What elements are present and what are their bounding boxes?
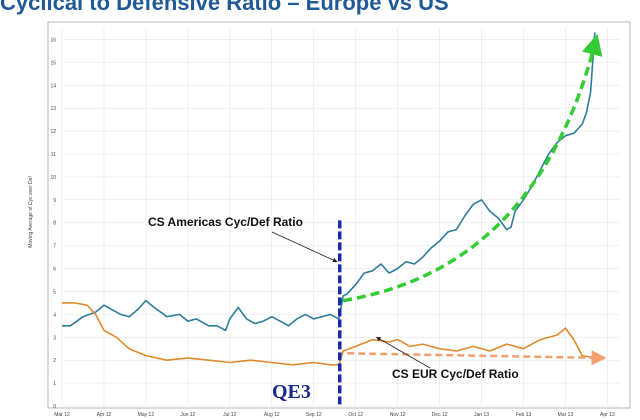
y-tick-label: 11 (51, 152, 56, 158)
x-tick-label: Feb 13 (516, 412, 532, 418)
x-tick-label: Jul 12 (223, 412, 237, 418)
x-tick-label: Sep 12 (306, 412, 322, 418)
y-tick-label: 15 (50, 60, 56, 66)
x-tick-label: Jun 12 (180, 412, 195, 418)
x-tick-label: Apr 12 (97, 412, 112, 418)
x-tick-label: Mar 12 (54, 412, 70, 418)
y-tick-label: 9 (53, 198, 56, 204)
x-tick-label: Jan 13 (474, 412, 489, 418)
slide-title: Cyclical to Defensive Ratio – Europe vs … (0, 0, 449, 15)
eur-label-pointer (375, 336, 431, 369)
y-tick-label: 10 (50, 175, 56, 181)
x-tick-label: Mar 13 (558, 412, 574, 418)
plot-area (47, 21, 631, 409)
y-tick-label: 6 (53, 267, 56, 273)
x-tick-label: Oct 12 (348, 412, 363, 418)
series-group (62, 32, 596, 366)
series-line-americas (62, 32, 596, 332)
x-tick-label: Nov 12 (390, 412, 406, 418)
y-axis-label: Moving Average of Cyc over Def (28, 176, 34, 248)
y-tick-label: 7 (53, 244, 56, 250)
y-tick-label: 1 (53, 381, 56, 387)
x-tick-label: Apr 13 (600, 412, 615, 418)
x-axis: Mar 12 Apr 12 May 12 Jun 12 Jul 12 Aug 12 Sep … (54, 412, 615, 418)
series-line-eur (62, 302, 595, 366)
y-tick-label: 8 (53, 221, 56, 227)
x-tick-label: Dec 12 (432, 412, 448, 418)
us-label-pointer (271, 231, 338, 263)
qe3-label: QE3 (272, 381, 311, 403)
us-series-label: CS Americas Cyc/Def Ratio (148, 215, 303, 229)
y-tick-label: 4 (53, 312, 56, 318)
y-tick-label: 13 (50, 106, 56, 112)
x-tick-label: May 12 (138, 412, 155, 418)
y-tick-label: 2 (53, 358, 56, 364)
y-tick-label: 16 (50, 37, 56, 43)
x-tick-label: Aug 12 (264, 412, 280, 418)
y-tick-label: 3 (53, 335, 56, 341)
y-tick-label: 12 (50, 129, 56, 135)
us-trend-arrow (342, 33, 603, 303)
y-tick-label: 5 (53, 289, 56, 295)
y-tick-label: 14 (50, 83, 56, 89)
eur-trend-arrow (347, 350, 607, 366)
y-tick-label: 0 (53, 404, 56, 410)
eur-series-label: CS EUR Cyc/Def Ratio (392, 367, 519, 381)
